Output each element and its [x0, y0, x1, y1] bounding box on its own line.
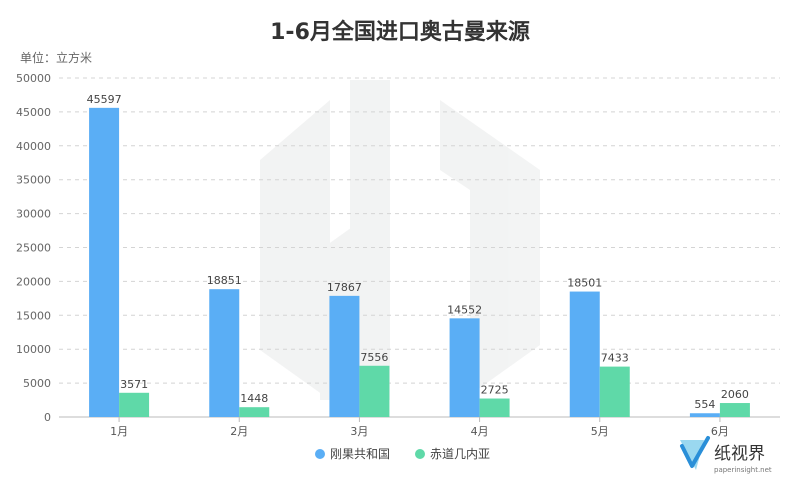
data-label: 45597 [87, 93, 122, 106]
data-label: 17867 [327, 281, 362, 294]
brand-logo: 纸视界 paperinsight.net [680, 436, 772, 474]
y-tick-label: 5000 [23, 377, 51, 390]
data-label: 7433 [601, 352, 629, 365]
x-tick-label: 2月 [230, 425, 248, 438]
y-tick-label: 0 [44, 411, 51, 424]
bars-layer [89, 107, 750, 417]
data-label: 7556 [360, 351, 388, 364]
chart-title: 1-6月全国进口奥古曼来源 [270, 20, 530, 45]
x-tick-label: 1月 [110, 425, 128, 438]
legend-marker [315, 449, 325, 459]
bar-series-2 [599, 366, 630, 417]
watermark-emblem [260, 80, 540, 400]
data-label: 14552 [447, 303, 482, 316]
y-tick-label: 25000 [16, 242, 51, 255]
axis-layer: 0 5000 10000 15000 20000 25000 30000 35000 40000… [16, 72, 780, 438]
data-label: 3571 [120, 378, 148, 391]
y-tick-label: 10000 [16, 343, 51, 356]
brand-name: 纸视界 [714, 444, 765, 464]
x-tick-label: 3月 [350, 425, 368, 438]
bar-series-2 [359, 365, 390, 417]
y-tick-label: 50000 [16, 72, 51, 85]
y-tick-label: 20000 [16, 275, 51, 288]
data-label: 2725 [481, 384, 509, 397]
bar-series-1 [689, 413, 720, 417]
brand-site: paperinsight.net [714, 466, 772, 474]
bar-series-2 [719, 403, 750, 417]
bar-series-1 [329, 295, 360, 417]
y-tick-label: 40000 [16, 140, 51, 153]
bar-series-2 [119, 392, 150, 417]
data-label: 18851 [207, 274, 242, 287]
y-tick-label: 15000 [16, 309, 51, 322]
data-label: 1448 [240, 392, 268, 405]
bar-series-2 [239, 407, 270, 417]
bar-series-2 [479, 398, 510, 417]
legend: 刚果共和国 赤道几内亚 [315, 447, 490, 461]
data-label: 18501 [567, 277, 602, 290]
data-label: 554 [694, 398, 715, 411]
x-tick-label: 4月 [471, 425, 489, 438]
legend-label: 赤道几内亚 [430, 447, 490, 461]
bar-series-1 [209, 289, 240, 417]
grid-layer [59, 77, 780, 384]
y-tick-label: 30000 [16, 208, 51, 221]
brand-logo-icon [680, 436, 710, 470]
y-tick-label: 45000 [16, 106, 51, 119]
bar-series-1 [449, 318, 480, 417]
bar-series-1 [569, 291, 600, 417]
labels-layer: 45597 3571 18851 1448 17867 7556 14552 2725 1850… [87, 93, 749, 411]
data-label: 2060 [721, 388, 749, 401]
y-tick-label: 35000 [16, 174, 51, 187]
x-tick-label: 5月 [591, 425, 609, 438]
bar-series-1 [89, 107, 120, 417]
unit-label: 单位：立方米 [20, 51, 93, 65]
legend-label: 刚果共和国 [330, 447, 390, 461]
x-tick-label: 6月 [711, 425, 729, 438]
legend-marker [415, 449, 425, 459]
